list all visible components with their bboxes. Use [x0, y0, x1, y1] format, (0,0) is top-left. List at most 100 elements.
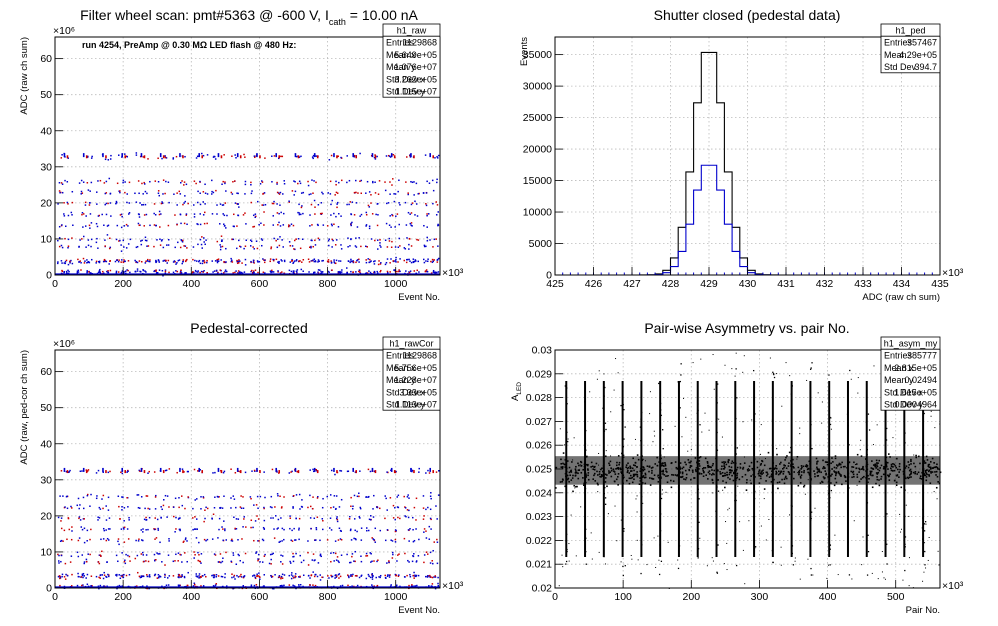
data-point: [329, 494, 332, 496]
data-point: [123, 526, 126, 529]
data-point: [174, 261, 176, 263]
data-point: [240, 576, 243, 578]
data-point: [115, 200, 118, 203]
data-point: [373, 560, 375, 562]
data-point: [399, 258, 401, 260]
data-point: [200, 496, 202, 498]
data-point: [158, 259, 160, 262]
data-point: [426, 260, 429, 263]
data-point: [407, 529, 410, 531]
data-point: [394, 246, 397, 248]
data-point: [928, 536, 930, 538]
data-point: [422, 507, 425, 509]
data-point: [174, 214, 176, 216]
data-point: [261, 561, 264, 563]
data-point: [156, 518, 159, 521]
data-point: [176, 262, 178, 264]
x-tick-label: 429: [700, 278, 718, 290]
x-tick-label: 431: [777, 278, 795, 290]
data-point: [294, 248, 296, 251]
data-point: [202, 191, 205, 193]
data-point: [182, 203, 184, 206]
data-point: [123, 225, 126, 227]
data-point: [259, 561, 261, 563]
data-point: [71, 237, 73, 239]
data-point: [298, 203, 300, 206]
data-point: [372, 181, 374, 184]
data-point: [379, 507, 381, 510]
data-point: [141, 585, 144, 587]
data-point: [166, 262, 168, 264]
data-point: [203, 573, 206, 576]
data-point: [394, 269, 396, 271]
x-tick-label: 425: [546, 278, 564, 290]
data-point: [386, 270, 389, 273]
data-point: [160, 202, 163, 205]
data-point: [127, 470, 129, 472]
data-point: [423, 531, 425, 533]
data-point: [61, 573, 64, 576]
data-point: [319, 554, 322, 557]
data-point: [83, 562, 85, 565]
data-point: [315, 539, 317, 541]
data-point: [59, 540, 62, 543]
data-point: [239, 272, 242, 274]
data-point: [355, 202, 358, 204]
data-point: [312, 496, 314, 498]
data-point: [262, 271, 265, 274]
data-point: [139, 270, 141, 273]
data-point: [281, 573, 284, 576]
data-point: [336, 239, 338, 241]
data-point: [283, 182, 286, 185]
data-point: [715, 510, 717, 512]
data-point: [605, 428, 607, 431]
data-point: [922, 462, 924, 465]
y-tick-label: 10: [40, 546, 52, 558]
data-point: [386, 258, 389, 260]
data-point: [630, 554, 632, 556]
data-point: [63, 215, 66, 217]
data-point: [236, 259, 238, 262]
data-point: [97, 519, 99, 521]
data-point: [641, 455, 644, 457]
data-point: [847, 411, 849, 414]
data-point: [108, 517, 111, 519]
data-point: [81, 574, 84, 577]
data-point: [385, 155, 388, 157]
stats-key: Mean: [884, 50, 907, 60]
y-tick-label: 0.027: [526, 416, 552, 428]
data-point: [256, 260, 259, 262]
x-axis-label: ADC (raw ch sum): [862, 292, 940, 303]
data-point: [333, 223, 335, 225]
data-point: [308, 271, 310, 273]
data-point: [271, 202, 274, 205]
data-point: [409, 260, 411, 262]
data-point: [262, 526, 265, 529]
data-point: [148, 470, 150, 473]
data-point: [373, 270, 376, 273]
data-point: [418, 271, 420, 273]
data-point: [564, 385, 566, 387]
data-point: [89, 190, 91, 192]
data-point: [300, 192, 303, 194]
data-point: [115, 575, 118, 577]
data-point: [185, 537, 187, 539]
data-point: [327, 575, 329, 577]
data-point: [373, 263, 376, 265]
data-point: [406, 574, 408, 577]
data-point: [886, 563, 888, 565]
data-point: [95, 222, 98, 225]
data-point: [257, 540, 259, 542]
data-point: [99, 271, 101, 273]
data-point: [184, 507, 186, 510]
data-point: [312, 157, 314, 160]
data-point: [586, 464, 588, 466]
data-point: [107, 159, 110, 161]
data-point: [371, 576, 374, 578]
data-point: [933, 462, 935, 464]
data-point: [164, 469, 167, 472]
data-point: [585, 443, 587, 445]
data-point: [99, 577, 101, 579]
data-point: [185, 272, 187, 274]
data-point: [753, 550, 756, 552]
